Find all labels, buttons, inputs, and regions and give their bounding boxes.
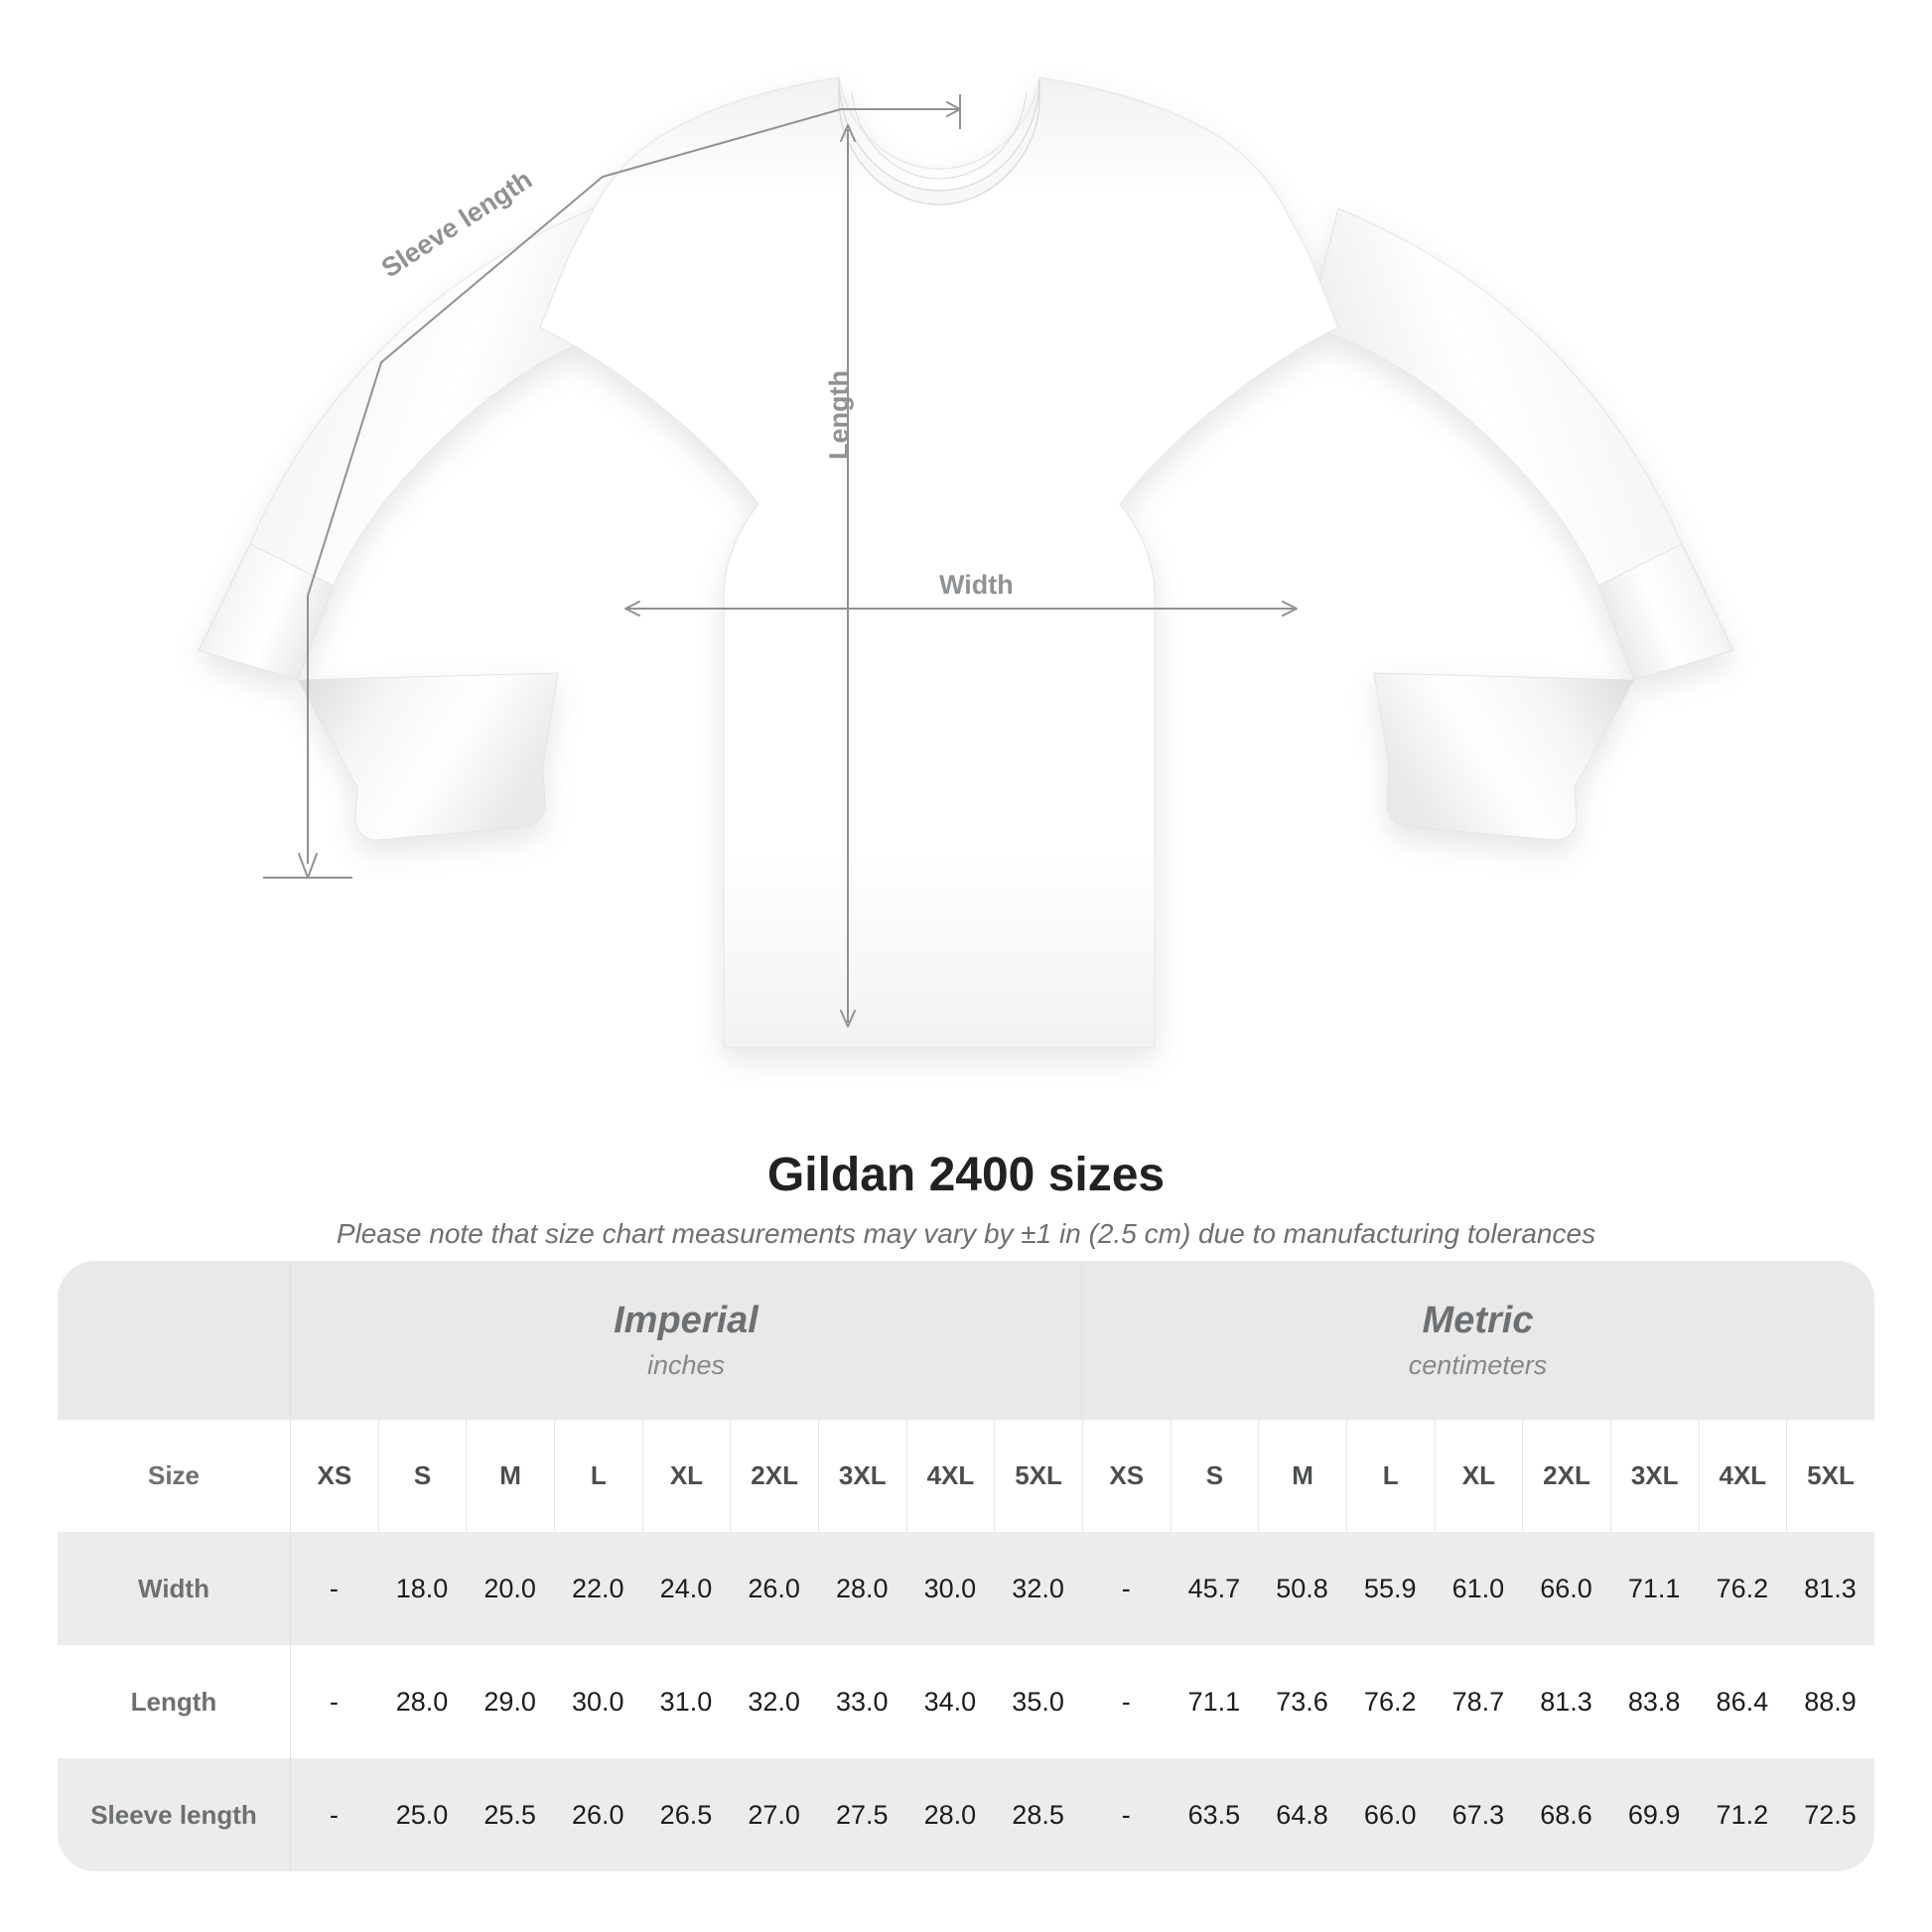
svg-text:Length: Length xyxy=(824,370,854,460)
svg-text:Width: Width xyxy=(939,570,1014,600)
